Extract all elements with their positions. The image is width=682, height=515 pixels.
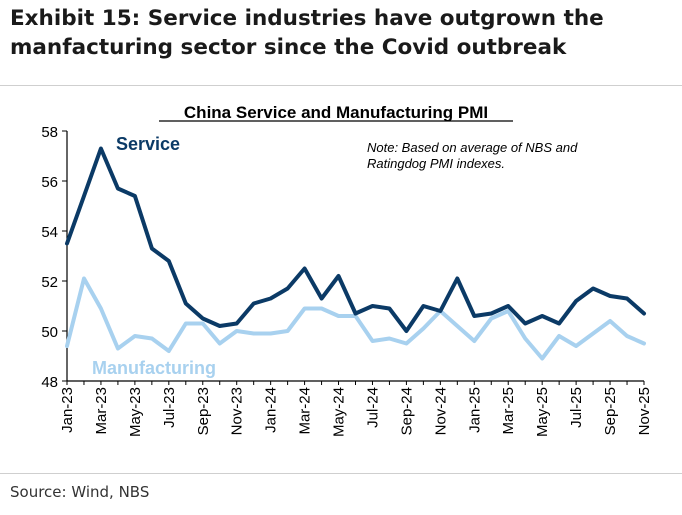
y-tick-label: 56 [41,174,58,191]
x-tick-label: Jan-24 [263,387,280,433]
chart-title: China Service and Manufacturing PMI [184,103,488,122]
x-tick-label: Nov-24 [432,387,449,435]
x-tick-label: Mar-25 [500,387,517,435]
exhibit-title-line-1: Exhibit 15: Service industries have outg… [10,6,604,31]
x-tick-label: May-24 [331,387,348,437]
x-tick-label: Nov-25 [636,387,653,435]
x-tick-label: Jan-25 [466,387,483,433]
x-tick-label: Jul-23 [161,387,178,428]
x-tick-label: Jan-23 [59,387,76,433]
x-tick-label: Jul-24 [364,387,381,428]
pmi-chart: China Service and Manufacturing PMI Note… [41,103,653,437]
source-note: Source: Wind, NBS [10,483,150,501]
exhibit-title-line-2: manfacturing sector since the Covid outb… [10,35,567,60]
x-tick-label: Sep-25 [602,387,619,435]
y-axis: 48 50 52 54 56 58 [41,124,68,391]
series-lines [65,146,646,361]
y-tick-label: 48 [41,374,58,391]
service-series-label: Service [116,134,180,154]
x-tick-label: Jul-25 [568,387,585,428]
manufacturing-line [65,276,646,361]
x-tick-label: May-23 [127,387,144,437]
x-tick-label: Mar-23 [93,387,110,435]
x-tick-label: Sep-23 [195,387,212,435]
x-tick-label: Mar-24 [297,387,314,435]
x-tick-label: May-25 [534,387,551,437]
chart-note-line-2: Ratingdog PMI indexes. [367,156,505,171]
y-tick-label: 54 [41,224,58,241]
chart-note-line-1: Note: Based on average of NBS and [367,140,578,155]
y-tick-label: 52 [41,274,58,291]
x-tick-label: Nov-23 [229,387,246,435]
y-tick-label: 58 [41,124,58,141]
y-tick-label: 50 [41,324,58,341]
bottom-divider [0,473,682,474]
service-line [65,146,646,333]
x-axis: Jan-23 Mar-23 May-23 Jul-23 Sep-23 Nov-23 Jan-… [59,380,653,437]
exhibit-title: Exhibit 15: Service industries have outg… [10,4,670,62]
x-tick-label: Sep-24 [398,387,415,435]
manufacturing-series-label: Manufacturing [92,358,216,378]
top-divider [0,85,682,86]
